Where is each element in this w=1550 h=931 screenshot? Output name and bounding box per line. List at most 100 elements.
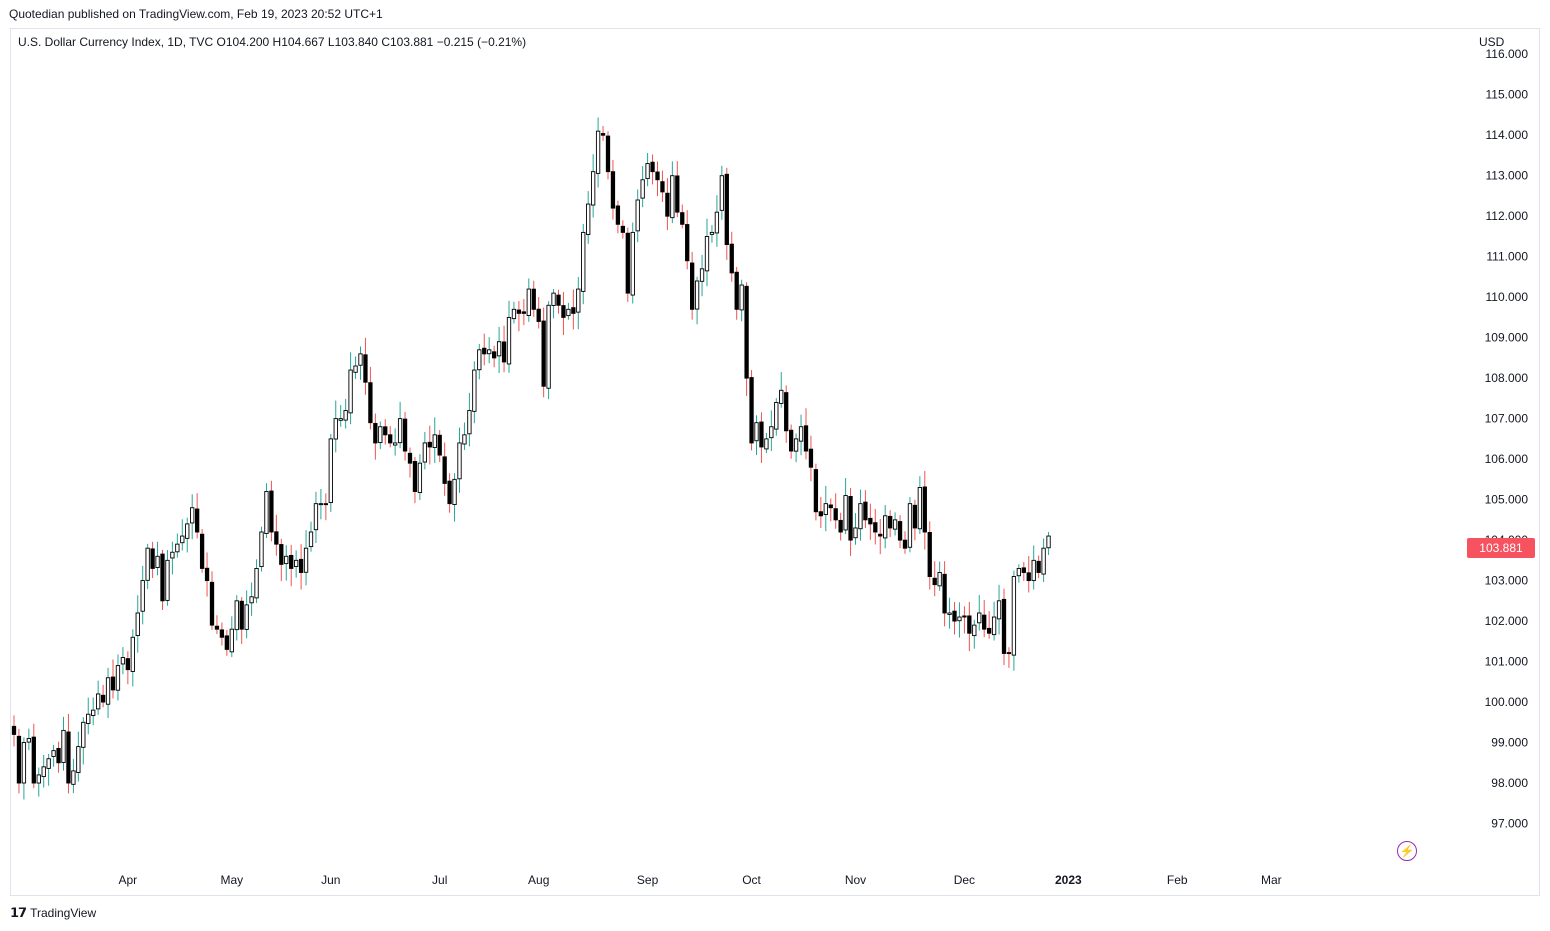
candle[interactable] xyxy=(170,541,175,575)
candle[interactable] xyxy=(699,254,705,297)
candle[interactable] xyxy=(234,595,239,641)
candle[interactable] xyxy=(422,431,427,470)
candle[interactable] xyxy=(402,411,408,461)
candle[interactable] xyxy=(348,352,353,425)
candle[interactable] xyxy=(892,512,898,536)
candle[interactable] xyxy=(784,385,789,443)
candle[interactable] xyxy=(224,629,229,656)
candle[interactable] xyxy=(21,737,27,800)
candle[interactable] xyxy=(680,204,685,229)
candle[interactable] xyxy=(843,478,848,535)
candle[interactable] xyxy=(467,392,472,447)
candle[interactable] xyxy=(1026,556,1031,593)
candle[interactable] xyxy=(51,744,56,767)
candle[interactable] xyxy=(110,659,116,699)
candle[interactable] xyxy=(833,493,838,529)
candle[interactable] xyxy=(769,410,774,452)
candle[interactable] xyxy=(383,419,388,445)
candle[interactable] xyxy=(719,165,725,220)
candle[interactable] xyxy=(704,218,710,287)
candle[interactable] xyxy=(982,599,987,638)
candle[interactable] xyxy=(635,189,640,243)
candle[interactable] xyxy=(1001,588,1007,666)
candle[interactable] xyxy=(71,759,76,794)
candle[interactable] xyxy=(125,651,131,685)
candle[interactable] xyxy=(16,728,22,794)
candle[interactable] xyxy=(1036,555,1041,579)
candle[interactable] xyxy=(388,426,393,448)
candle[interactable] xyxy=(561,292,566,336)
candle[interactable] xyxy=(477,344,482,380)
candle[interactable] xyxy=(180,519,185,551)
candle[interactable] xyxy=(185,517,190,553)
candle[interactable] xyxy=(675,161,680,218)
candle[interactable] xyxy=(591,154,596,218)
candle[interactable] xyxy=(417,454,423,500)
candle[interactable] xyxy=(848,487,853,556)
candle[interactable] xyxy=(868,503,873,540)
candle[interactable] xyxy=(194,493,200,539)
candle[interactable] xyxy=(764,432,769,454)
candle[interactable] xyxy=(150,541,155,579)
candle[interactable] xyxy=(41,754,46,788)
candle[interactable] xyxy=(600,126,606,141)
candle[interactable] xyxy=(363,337,368,395)
candle[interactable] xyxy=(506,300,512,373)
candle[interactable] xyxy=(942,561,947,627)
lightning-icon[interactable]: ⚡ xyxy=(1397,841,1417,861)
candle[interactable] xyxy=(521,299,527,326)
candle[interactable] xyxy=(100,684,106,708)
candle[interactable] xyxy=(269,480,274,542)
candle[interactable] xyxy=(789,424,794,459)
candle[interactable] xyxy=(655,161,660,197)
candle[interactable] xyxy=(462,422,467,450)
candle[interactable] xyxy=(625,227,630,302)
candle[interactable] xyxy=(744,282,749,397)
candle[interactable] xyxy=(972,619,977,649)
candle[interactable] xyxy=(1041,538,1046,582)
candle[interactable] xyxy=(536,297,541,329)
candle[interactable] xyxy=(115,654,121,701)
candle[interactable] xyxy=(279,538,284,582)
candle[interactable] xyxy=(358,346,363,380)
candle[interactable] xyxy=(907,497,913,553)
candle[interactable] xyxy=(670,161,675,224)
candle[interactable] xyxy=(690,251,695,320)
candle[interactable] xyxy=(605,131,611,180)
candle[interactable] xyxy=(1006,647,1012,668)
candle[interactable] xyxy=(61,716,66,771)
candle[interactable] xyxy=(571,289,576,330)
candle[interactable] xyxy=(209,571,215,630)
candle[interactable] xyxy=(165,550,170,606)
candle[interactable] xyxy=(526,278,531,322)
candle[interactable] xyxy=(987,611,992,639)
candle[interactable] xyxy=(353,356,358,379)
candle[interactable] xyxy=(912,499,918,541)
candle[interactable] xyxy=(937,561,942,591)
candle[interactable] xyxy=(957,602,962,638)
candle[interactable] xyxy=(452,473,457,522)
candle[interactable] xyxy=(551,289,556,319)
candle[interactable] xyxy=(31,723,36,789)
candle[interactable] xyxy=(254,559,259,604)
candle[interactable] xyxy=(447,473,452,513)
candle[interactable] xyxy=(630,222,635,304)
candle[interactable] xyxy=(46,753,51,786)
candle[interactable] xyxy=(175,533,180,558)
candle[interactable] xyxy=(556,289,561,314)
candle[interactable] xyxy=(472,361,477,424)
candle[interactable] xyxy=(313,491,319,543)
candle[interactable] xyxy=(105,667,111,718)
candle[interactable] xyxy=(229,616,234,658)
candle[interactable] xyxy=(808,435,814,482)
candle[interactable] xyxy=(11,715,17,747)
candle[interactable] xyxy=(487,337,492,364)
candle[interactable] xyxy=(977,594,982,631)
candle[interactable] xyxy=(26,728,31,751)
candle[interactable] xyxy=(333,400,338,453)
candle[interactable] xyxy=(586,191,591,244)
candle[interactable] xyxy=(962,606,967,634)
candle[interactable] xyxy=(135,595,140,653)
candle[interactable] xyxy=(244,590,249,639)
candle[interactable] xyxy=(95,680,101,715)
